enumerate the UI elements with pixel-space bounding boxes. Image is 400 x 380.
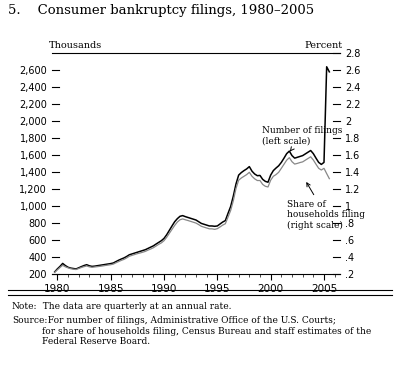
Text: Note:: Note: <box>12 302 38 311</box>
Text: Thousands: Thousands <box>49 41 102 50</box>
Text: Number of filings
(left scale): Number of filings (left scale) <box>262 126 342 151</box>
Text: Source:: Source: <box>12 316 47 325</box>
Text: Share of
households filing
(right scale): Share of households filing (right scale) <box>287 183 365 230</box>
Text: 5.    Consumer bankruptcy filings, 1980–2005: 5. Consumer bankruptcy filings, 1980–200… <box>8 4 314 17</box>
Text: The data are quarterly at an annual rate.: The data are quarterly at an annual rate… <box>37 302 231 311</box>
Text: Percent: Percent <box>305 41 343 50</box>
Text: For number of filings, Administrative Office of the U.S. Courts;
for share of ho: For number of filings, Administrative Of… <box>42 316 371 346</box>
